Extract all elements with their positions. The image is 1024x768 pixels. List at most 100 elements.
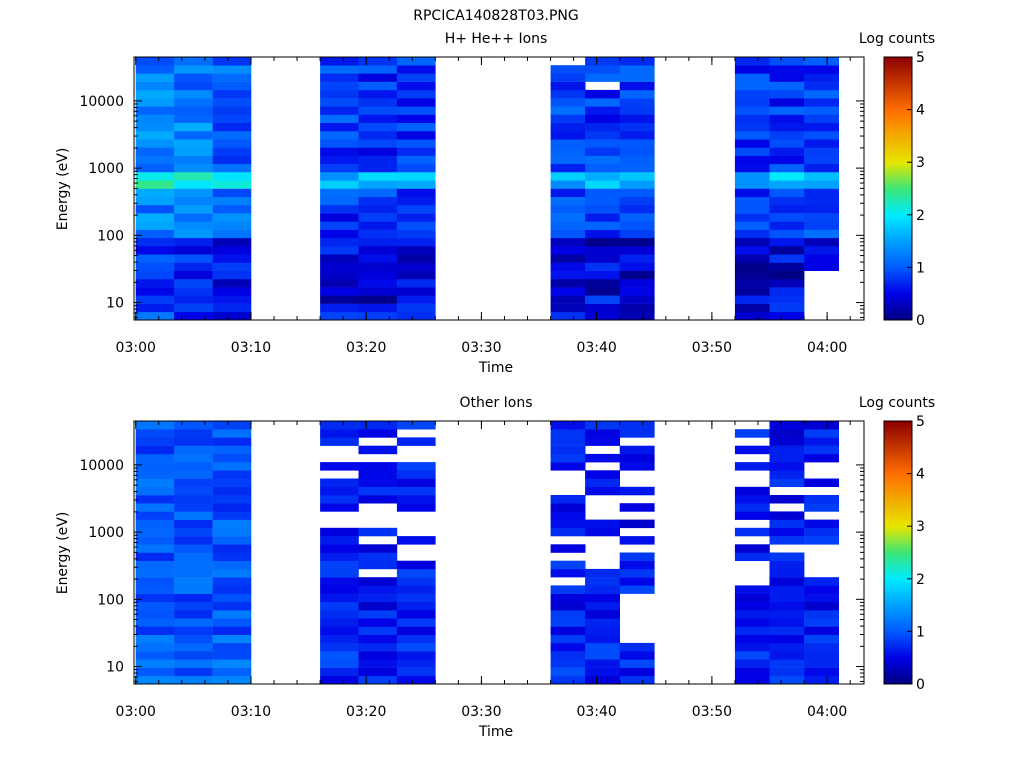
heatmap-cell (804, 213, 839, 222)
heatmap-cell (174, 585, 213, 594)
heatmap-cell (585, 147, 620, 156)
heatmap-cell (734, 610, 770, 619)
colorbar-segment (884, 170, 912, 174)
colorbar-segment (884, 497, 912, 501)
heatmap-cell (619, 57, 655, 66)
colorbar-segment (884, 124, 912, 128)
heatmap-cell (619, 172, 655, 181)
heatmap-cell (174, 303, 213, 313)
heatmap-cell (135, 453, 175, 463)
colorbar-segment (884, 458, 912, 461)
heatmap-cell (769, 237, 805, 247)
heatmap-cell (396, 536, 436, 545)
heatmap-cell (358, 147, 398, 156)
heatmap-cell (174, 147, 213, 156)
heatmap-cell (804, 155, 839, 165)
colorbar-segment (884, 260, 912, 264)
colorbar-segment (884, 206, 912, 209)
heatmap-cell (804, 188, 839, 197)
heatmap-cell (734, 147, 770, 156)
heatmap-cell (396, 478, 436, 487)
heatmap-cell (135, 246, 175, 255)
heatmap-cell (135, 106, 175, 115)
colorbar-segment (884, 624, 912, 628)
heatmap-cell (320, 577, 359, 586)
colorbar-segment (884, 295, 912, 299)
heatmap-cell (212, 667, 252, 677)
heatmap-cell (135, 429, 175, 438)
heatmap-cell (550, 568, 586, 578)
heatmap-cell (174, 552, 213, 561)
heatmap-cell (358, 287, 398, 296)
heatmap-cell (320, 503, 359, 512)
heatmap-cell (585, 610, 620, 619)
colorbar-segment (884, 142, 912, 146)
heatmap-cell (358, 593, 398, 603)
colorbar-tick-label: 5 (916, 50, 925, 66)
heatmap-cell (135, 527, 175, 537)
panel-other-ions: Other Ions Log counts Time Energy (eV) 0… (55, 395, 935, 740)
heatmap-cell (174, 213, 213, 222)
heatmap-cell (358, 527, 398, 537)
colorbar-segment (884, 151, 912, 154)
heatmap-cell (769, 221, 805, 230)
heatmap-cell (212, 65, 252, 74)
heatmap-cell (212, 163, 252, 173)
heatmap-cell (804, 667, 839, 677)
heatmap-cell (550, 527, 586, 537)
colorbar-segment (884, 429, 912, 433)
heatmap-cell (135, 544, 175, 553)
heatmap-cell (585, 626, 620, 635)
heatmap-cell (619, 659, 655, 668)
heatmap-cell (320, 204, 359, 214)
colorbar-segment (884, 107, 912, 110)
heatmap-cells (135, 421, 839, 685)
heatmap-cell (135, 519, 175, 529)
heatmap-cell (358, 311, 398, 321)
heatmap-cell (396, 287, 436, 296)
heatmap-cell (396, 503, 436, 512)
y-tick-label: 100 (97, 228, 124, 244)
heatmap-cell (769, 495, 805, 504)
heatmap-cell (320, 675, 359, 685)
heatmap-cell (396, 270, 436, 280)
heatmap-cell (396, 98, 436, 107)
heatmap-cell (212, 295, 252, 304)
colorbar-segment (884, 236, 912, 240)
colorbar-segment (884, 653, 912, 656)
heatmap-cell (619, 519, 655, 529)
colorbar-segment (884, 431, 912, 435)
heatmap-cell (358, 65, 398, 74)
heatmap-cell (212, 642, 252, 652)
heatmap-cell (769, 188, 805, 197)
heatmap-cell (135, 667, 175, 677)
heatmap-cell (212, 262, 252, 271)
heatmap-cell (550, 213, 586, 222)
heatmap-cell (174, 527, 213, 537)
heatmap-cell (396, 659, 436, 668)
heatmap-cell (320, 585, 359, 594)
heatmap-cell (174, 437, 213, 446)
heatmap-cell (769, 659, 805, 668)
heatmap-cell (734, 552, 770, 561)
heatmap-cell (174, 81, 213, 91)
x-tick-label: 03:40 (576, 704, 616, 720)
heatmap-cell (619, 65, 655, 74)
heatmap-cell (619, 155, 655, 165)
heatmap-cell (174, 106, 213, 115)
heatmap-cell (550, 114, 586, 123)
colorbar-segment (884, 166, 912, 170)
heatmap-cell (320, 254, 359, 263)
colorbar-segment (884, 300, 912, 303)
heatmap-cell (212, 503, 252, 512)
heatmap-cell (212, 437, 252, 446)
heatmap-cell (585, 453, 620, 463)
heatmap-cell (320, 155, 359, 165)
colorbar-segment (884, 651, 912, 654)
heatmap-cell (135, 503, 175, 512)
heatmap-cell (135, 642, 175, 652)
colorbar-segment (884, 315, 912, 319)
heatmap-cell (619, 163, 655, 173)
heatmap-cell (396, 57, 436, 66)
heatmap-cell (320, 478, 359, 487)
